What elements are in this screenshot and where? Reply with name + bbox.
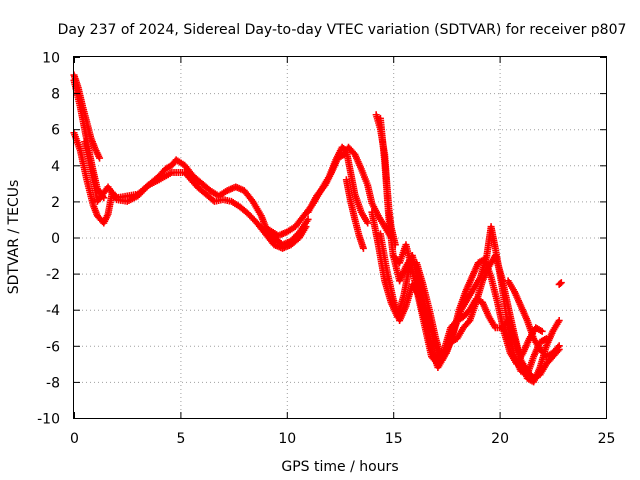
- data-point: [555, 342, 563, 350]
- x-tick-label: 15: [385, 431, 403, 447]
- grid-lines: [74, 57, 606, 418]
- y-axis-label: SDTVAR / TECUs: [6, 180, 22, 295]
- data-point: [556, 280, 564, 288]
- y-tick-label: -6: [46, 339, 60, 355]
- x-tick-label: 20: [491, 431, 509, 447]
- axis-ticks: [74, 57, 607, 419]
- x-tick-label: 10: [278, 431, 296, 447]
- y-tick-label: -4: [46, 303, 60, 319]
- data-marks: [70, 71, 565, 386]
- y-tick-label: 10: [42, 51, 60, 67]
- data-point: [96, 154, 104, 162]
- data-point: [304, 215, 312, 223]
- y-tick-label: 6: [51, 123, 60, 139]
- chart-title: Day 237 of 2024, Sidereal Day-to-day VTE…: [58, 22, 627, 38]
- y-tick-label: -8: [46, 375, 60, 391]
- data-point: [359, 244, 367, 252]
- plot-frame: [73, 56, 607, 419]
- y-tick-label: -10: [37, 412, 60, 428]
- tick-labels: 0 5 10 15 20 25 -10 -8 -6 -4 -2 0 2 4 6 8 10: [37, 51, 615, 448]
- data-point: [554, 343, 562, 351]
- data-point: [302, 223, 310, 231]
- y-tick-label: 0: [51, 231, 60, 247]
- y-tick-label: 8: [51, 87, 60, 103]
- x-tick-label: 5: [176, 431, 185, 447]
- x-tick-label: 25: [598, 431, 616, 447]
- y-tick-label: 2: [51, 195, 60, 211]
- data-point: [364, 219, 372, 227]
- x-tick-label: 0: [70, 431, 79, 447]
- data-point: [555, 317, 563, 325]
- x-axis-label: GPS time / hours: [281, 459, 398, 475]
- data-point: [557, 279, 565, 287]
- y-tick-label: -2: [46, 267, 60, 283]
- y-tick-label: 4: [51, 159, 60, 175]
- data-point: [538, 327, 546, 335]
